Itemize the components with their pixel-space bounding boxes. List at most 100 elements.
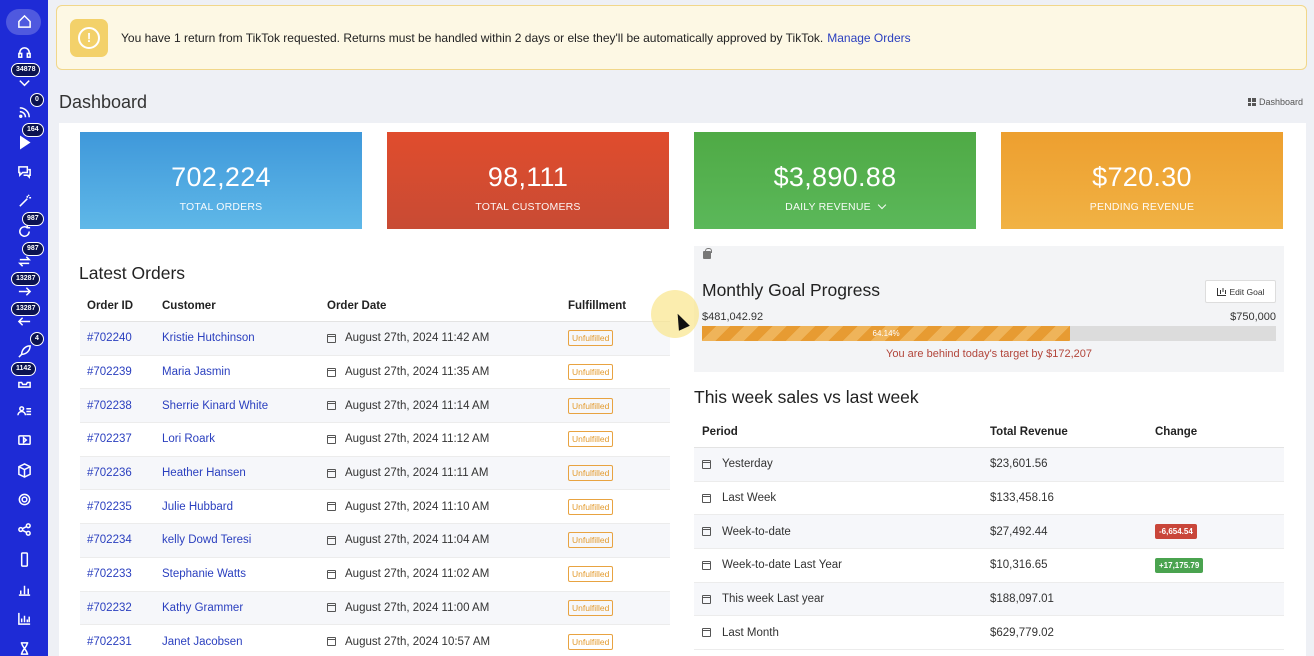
sidebar-item-chat[interactable] <box>0 156 48 186</box>
latest-orders-title: Latest Orders <box>79 263 186 283</box>
daily-revenue-label[interactable]: DAILY REVENUE <box>694 200 976 213</box>
sidebar-item-video[interactable] <box>0 425 48 455</box>
col-order-date[interactable]: Order Date <box>327 300 387 312</box>
sidebar-item-box[interactable] <box>0 455 48 485</box>
daily-revenue-card[interactable]: $3,890.88 DAILY REVENUE <box>694 132 976 229</box>
total-orders-card[interactable]: 702,224 TOTAL ORDERS <box>80 132 362 229</box>
sidebar-item-bar-chart[interactable] <box>0 574 48 604</box>
sidebar-badge: 4 <box>30 332 44 346</box>
period-label: Yesterday <box>722 458 773 471</box>
order-date: August 27th, 2024 11:35 AM <box>345 366 490 379</box>
play-icon <box>19 134 31 150</box>
table-row[interactable]: #702233 Stephanie Watts August 27th, 2024 … <box>80 558 670 592</box>
sidebar-item-headset[interactable] <box>0 37 48 67</box>
sidebar-item-arrow-left[interactable]: 13287 <box>0 302 48 336</box>
sidebar-item-gear[interactable] <box>0 484 48 514</box>
order-date: August 27th, 2024 10:57 AM <box>345 635 491 648</box>
sidebar-badge: 987 <box>22 242 44 256</box>
customer-link[interactable]: Lori Roark <box>162 433 216 446</box>
col-period: Period <box>702 426 738 438</box>
table-row[interactable]: #702234 kelly Dowd Teresi August 27th, 202… <box>80 524 670 558</box>
pending-revenue-card[interactable]: $720.30 PENDING REVENUE <box>1001 132 1283 229</box>
customer-link[interactable]: Stephanie Watts <box>162 568 246 581</box>
calendar-icon <box>702 628 711 638</box>
table-row[interactable]: #702231 Janet Jacobsen August 27th, 2024 1… <box>80 625 670 656</box>
sidebar-item-rocket[interactable]: 4 <box>0 332 48 366</box>
sidebar-item-analytics[interactable] <box>0 603 48 633</box>
customer-link[interactable]: kelly Dowd Teresi <box>162 534 252 547</box>
table-row[interactable]: #702235 Julie Hubbard August 27th, 2024 11… <box>80 490 670 525</box>
total-customers-label: TOTAL CUSTOMERS <box>475 201 581 213</box>
order-id-link[interactable]: #702240 <box>87 332 132 345</box>
goal-progress-bar: 64.14% <box>702 326 1276 341</box>
order-id-link[interactable]: #702236 <box>87 467 132 480</box>
sidebar-item-arrow-right[interactable]: 13287 <box>0 272 48 306</box>
col-fulfillment[interactable]: Fulfillment <box>568 300 627 312</box>
orders-table-header: Order ID Customer Order Date Fulfillment <box>80 291 670 322</box>
customer-link[interactable]: Sherrie Kinard White <box>162 399 269 412</box>
order-id-link[interactable]: #702239 <box>87 366 132 379</box>
order-id-link[interactable]: #702235 <box>87 500 132 513</box>
sidebar-item-hourglass[interactable] <box>0 633 48 656</box>
fulfillment-status-badge: Unfulfilled <box>568 633 614 650</box>
rocket-icon <box>17 344 31 358</box>
table-row[interactable]: #702238 Sherrie Kinard White August 27th, … <box>80 389 670 424</box>
customer-link[interactable]: Heather Hansen <box>162 467 246 480</box>
lock-icon[interactable] <box>703 248 712 259</box>
sidebar-item-mobile[interactable] <box>0 544 48 574</box>
order-id-link[interactable]: #702237 <box>87 433 132 446</box>
customer-link[interactable]: Maria Jasmin <box>162 366 231 379</box>
week-sales-table: Period Total Revenue Change Yesterday $23… <box>694 417 1284 651</box>
sidebar-item-share[interactable] <box>0 514 48 544</box>
period-label: Week-to-date <box>722 525 791 538</box>
calendar-icon <box>327 434 336 444</box>
fulfillment-status-badge: Unfulfilled <box>568 566 614 583</box>
order-id-link[interactable]: #702232 <box>87 601 132 614</box>
table-row[interactable]: #702236 Heather Hansen August 27th, 2024 1… <box>80 456 670 491</box>
sidebar-item-refresh[interactable]: 987 <box>0 212 48 246</box>
inbox-icon <box>17 381 31 388</box>
order-id-link[interactable]: #702233 <box>87 568 132 581</box>
fulfillment-status-badge: Unfulfilled <box>568 364 614 381</box>
edit-goal-button[interactable]: Edit Goal <box>1205 280 1276 303</box>
total-customers-card[interactable]: 98,111 TOTAL CUSTOMERS <box>387 132 669 229</box>
breadcrumb[interactable]: Dashboard <box>1247 97 1303 107</box>
table-row[interactable]: #702237 Lori Roark August 27th, 2024 11:12… <box>80 423 670 457</box>
col-order-id[interactable]: Order ID <box>87 300 134 312</box>
col-customer[interactable]: Customer <box>162 300 216 312</box>
order-id-link[interactable]: #702238 <box>87 399 132 412</box>
table-row[interactable]: #702232 Kathy Grammer August 27th, 2024 11… <box>80 591 670 626</box>
table-row: This week Last year $188,097.01 <box>694 582 1284 617</box>
sidebar-item-rss[interactable]: 0 <box>0 93 48 127</box>
sidebar-item-magic-wand[interactable] <box>0 186 48 216</box>
sidebar-item-chevron-down[interactable]: 34878 <box>0 63 48 97</box>
table-row[interactable]: #702239 Maria Jasmin August 27th, 2024 11:… <box>80 356 670 390</box>
calendar-icon <box>327 367 336 377</box>
sidebar-item-sync[interactable]: 987 <box>0 242 48 276</box>
dashboard-grid-icon <box>1247 98 1256 106</box>
sidebar-item-users-list[interactable] <box>0 396 48 426</box>
latest-orders-table: Order ID Customer Order Date Fulfillment… <box>80 291 670 656</box>
period-label: Last Month <box>722 626 779 639</box>
calendar-icon <box>327 401 336 411</box>
chat-icon <box>17 165 31 179</box>
rss-icon <box>18 106 30 118</box>
customer-link[interactable]: Kristie Hutchinson <box>162 332 255 345</box>
order-id-link[interactable]: #702234 <box>87 534 132 547</box>
customer-link[interactable]: Janet Jacobsen <box>162 635 243 648</box>
manage-orders-link[interactable]: Manage Orders <box>827 30 911 45</box>
sidebar-item-inbox[interactable]: 1142 <box>0 362 48 396</box>
table-row: Last Week $133,458.16 <box>694 482 1284 516</box>
customer-link[interactable]: Kathy Grammer <box>162 601 244 614</box>
chevron-down-icon[interactable] <box>877 200 887 210</box>
bar-chart-icon <box>1216 287 1226 296</box>
order-id-link[interactable]: #702231 <box>87 635 132 648</box>
sidebar-item-home[interactable] <box>0 6 48 36</box>
arrow-right-icon <box>18 286 31 296</box>
headset-icon <box>17 46 31 58</box>
sidebar-item-play[interactable]: 164 <box>0 123 48 157</box>
week-table-header: Period Total Revenue Change <box>694 417 1284 448</box>
fulfillment-status-badge: Unfulfilled <box>568 397 614 414</box>
customer-link[interactable]: Julie Hubbard <box>162 500 233 513</box>
table-row[interactable]: #702240 Kristie Hutchinson August 27th, 20… <box>80 322 670 356</box>
